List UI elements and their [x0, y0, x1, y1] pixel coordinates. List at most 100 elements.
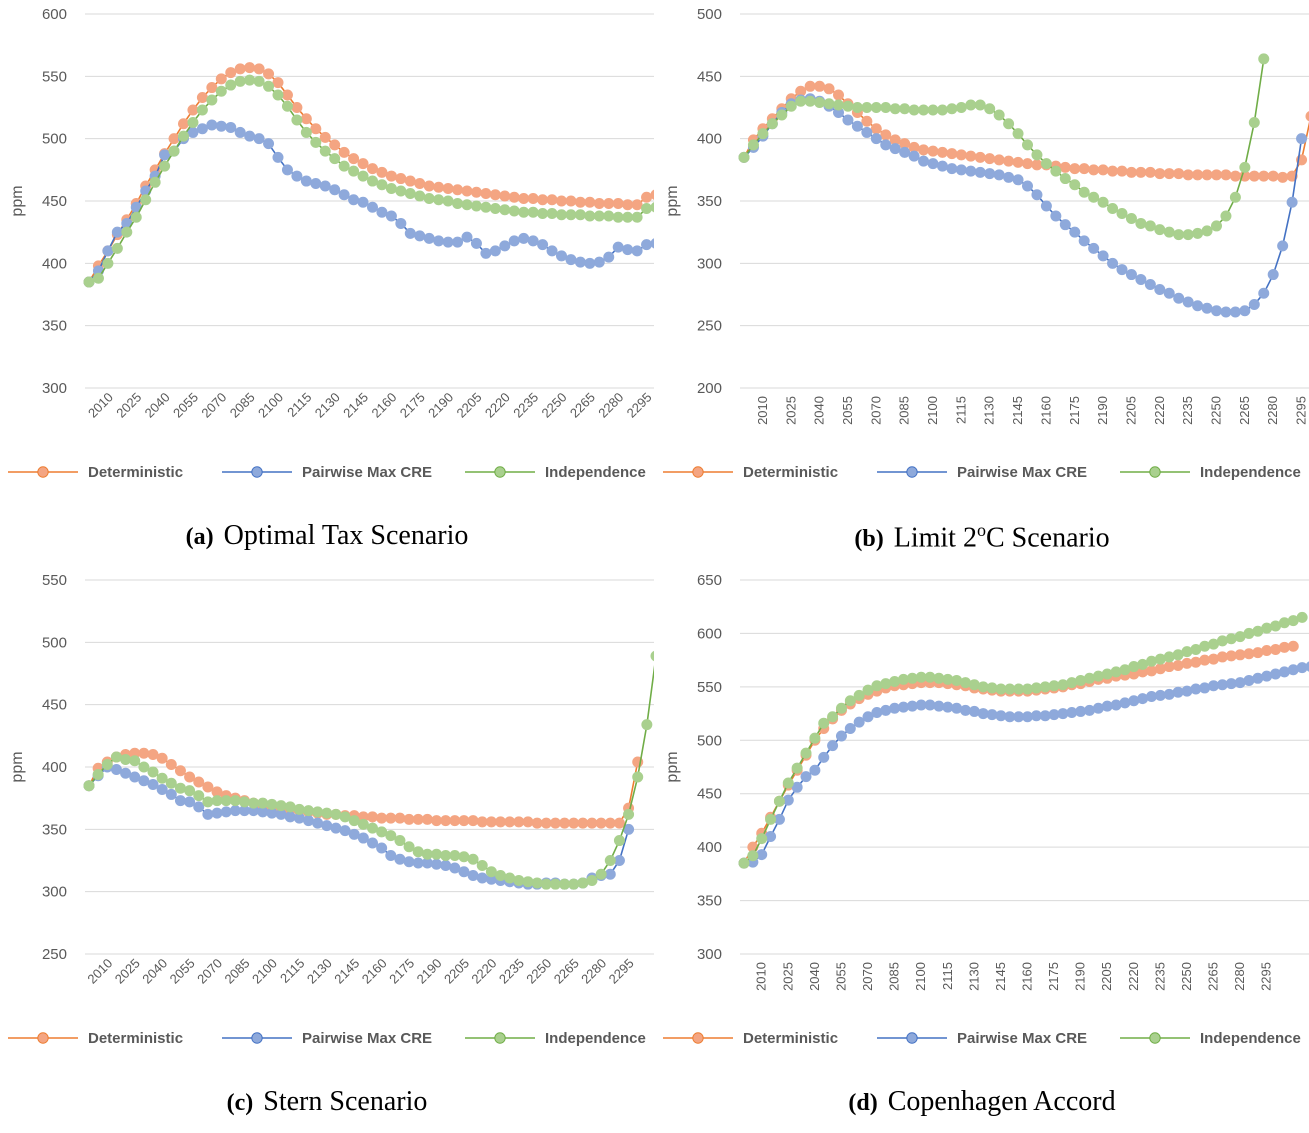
- y-tick-label: 650: [697, 572, 722, 589]
- data-point-deterministic: [1059, 161, 1071, 173]
- x-tick-label: 2205: [454, 390, 485, 421]
- data-point-independence: [862, 684, 874, 696]
- data-point-independence: [467, 853, 479, 865]
- data-point-independence: [385, 183, 397, 195]
- data-point-independence: [508, 205, 520, 217]
- data-point-independence: [330, 808, 342, 820]
- data-point-independence: [187, 116, 199, 128]
- data-point-deterministic: [461, 185, 473, 197]
- chart-svg-limit-2c: 200 250 300 350 400 450 500 ppm 2010 2025 2040 2055…: [663, 6, 1309, 481]
- x-tick-label: 2205: [441, 956, 472, 987]
- data-point-deterministic: [178, 118, 190, 130]
- data-point-pairwise-max-cre: [1163, 287, 1175, 299]
- data-point-deterministic: [650, 189, 654, 200]
- data-point-independence: [412, 846, 424, 858]
- data-point-pairwise-max-cre: [120, 767, 132, 779]
- data-point-deterministic: [338, 146, 350, 158]
- data-point-pairwise-max-cre: [110, 763, 122, 775]
- data-point-independence: [312, 806, 324, 818]
- x-tick-label: 2190: [425, 390, 456, 421]
- data-point-pairwise-max-cre: [870, 133, 882, 145]
- x-tick-label: 2190: [1095, 396, 1110, 425]
- data-point-deterministic: [366, 811, 378, 823]
- data-point-pairwise-max-cre: [244, 130, 256, 142]
- x-tick-label: 2265: [1206, 962, 1221, 991]
- data-point-independence: [974, 99, 986, 111]
- legend-marker-pairwise-max-cre: [251, 1032, 263, 1044]
- data-point-independence: [120, 754, 132, 766]
- data-point-pairwise-max-cre: [403, 856, 415, 868]
- data-point-pairwise-max-cre: [220, 806, 232, 818]
- data-point-independence: [522, 876, 534, 888]
- x-tick-label: 2250: [539, 390, 570, 421]
- data-point-independence: [168, 145, 180, 157]
- x-tick-label: 2070: [868, 396, 883, 425]
- data-point-deterministic: [565, 195, 577, 207]
- data-point-independence: [631, 211, 643, 223]
- data-point-deterministic: [504, 816, 516, 828]
- data-point-deterministic: [513, 816, 525, 828]
- x-tick-label: 2100: [249, 956, 280, 987]
- data-point-pairwise-max-cre: [215, 120, 227, 132]
- x-tick-label: 2055: [170, 390, 201, 421]
- data-point-deterministic: [467, 815, 479, 827]
- x-tick-label: 2115: [284, 390, 314, 420]
- data-point-independence: [101, 759, 113, 771]
- data-point-independence: [206, 94, 218, 106]
- data-point-deterministic: [555, 195, 567, 207]
- data-point-pairwise-max-cre: [508, 235, 520, 247]
- legend-label-deterministic: Deterministic: [743, 464, 838, 481]
- caption-letter: (a): [185, 524, 214, 550]
- legend-label-independence: Independence: [1200, 1030, 1301, 1047]
- data-point-deterministic: [225, 67, 237, 79]
- data-point-pairwise-max-cre: [861, 126, 873, 138]
- data-point-independence: [814, 97, 826, 109]
- data-point-independence: [946, 103, 958, 115]
- data-point-deterministic: [376, 166, 388, 178]
- legend-marker-independence: [1149, 1032, 1161, 1044]
- data-point-pairwise-max-cre: [603, 251, 615, 263]
- data-point-pairwise-max-cre: [174, 795, 186, 807]
- data-point-independence: [458, 851, 470, 863]
- data-point-deterministic: [1031, 159, 1043, 171]
- data-point-independence: [795, 95, 807, 107]
- data-point-pairwise-max-cre: [1154, 284, 1166, 296]
- y-tick-label: 500: [697, 6, 722, 23]
- x-tick-label: 2250: [523, 956, 554, 987]
- data-point-pairwise-max-cre: [1258, 287, 1270, 299]
- data-point-deterministic: [244, 62, 256, 74]
- data-point-independence: [310, 136, 322, 148]
- data-point-independence: [747, 850, 759, 862]
- y-tick-label: 200: [697, 380, 722, 397]
- data-point-independence: [1021, 139, 1033, 151]
- data-point-independence: [650, 202, 654, 213]
- data-point-pairwise-max-cre: [310, 178, 322, 190]
- y-tick-label: 450: [697, 68, 722, 85]
- x-tick-label: 2115: [940, 962, 955, 990]
- data-point-pairwise-max-cre: [612, 241, 624, 253]
- data-point-independence: [202, 796, 214, 808]
- data-point-independence: [823, 98, 835, 110]
- x-tick-label: 2295: [1259, 962, 1274, 991]
- data-point-pairwise-max-cre: [193, 801, 205, 813]
- data-point-pairwise-max-cre: [809, 764, 821, 776]
- data-point-deterministic: [1003, 155, 1015, 167]
- x-tick-label: 2235: [1152, 962, 1167, 991]
- data-point-deterministic: [1267, 170, 1279, 182]
- data-point-deterministic: [1220, 169, 1232, 181]
- x-tick-label: 2130: [982, 396, 997, 425]
- caption-text: Stern Scenario: [263, 1086, 428, 1117]
- data-point-pairwise-max-cre: [329, 184, 341, 196]
- data-point-independence: [193, 790, 205, 802]
- data-point-pairwise-max-cre: [1277, 240, 1289, 252]
- data-point-pairwise-max-cre: [499, 240, 511, 252]
- data-point-deterministic: [527, 193, 539, 205]
- data-point-independence: [442, 195, 454, 207]
- data-point-independence: [1116, 207, 1128, 219]
- data-point-pairwise-max-cre: [433, 235, 445, 247]
- x-tick-label: 2190: [1073, 962, 1088, 991]
- data-point-independence: [861, 102, 873, 114]
- x-tick-label: 2175: [397, 390, 428, 421]
- data-point-independence: [927, 104, 939, 116]
- data-point-deterministic: [823, 83, 835, 95]
